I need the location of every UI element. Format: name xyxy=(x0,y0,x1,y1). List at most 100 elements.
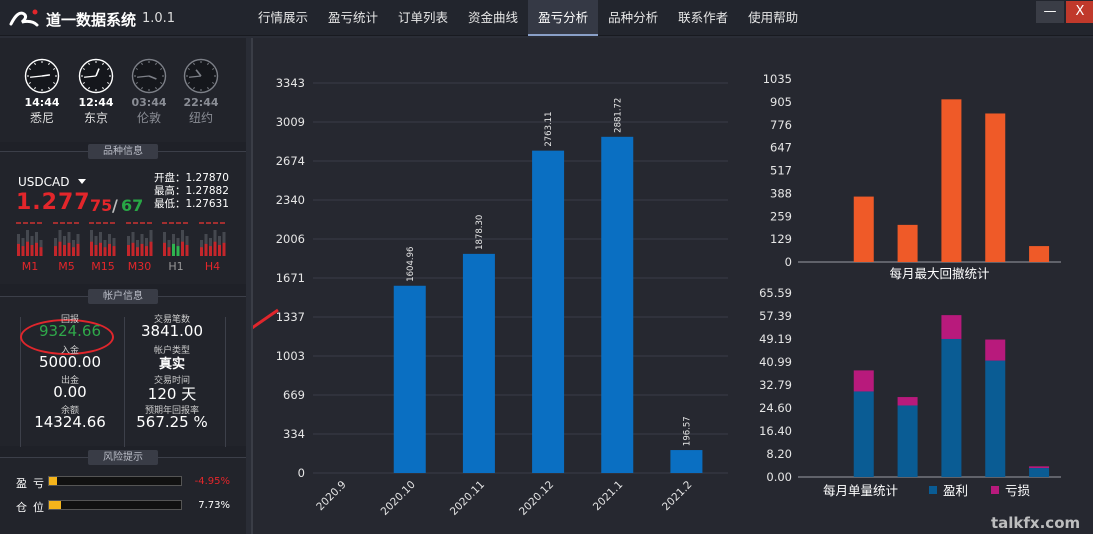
y-tick-label: 24.60 xyxy=(759,401,792,415)
nav-tab-7[interactable]: 使用帮助 xyxy=(748,10,799,25)
y-tick-label: 334 xyxy=(283,427,305,441)
position-bar xyxy=(48,500,182,510)
y-tick-label: 8.20 xyxy=(766,447,792,461)
x-tick-label: 2020.12 xyxy=(517,479,556,518)
y-tick-label: 905 xyxy=(770,95,792,109)
timeframe-label: M5 xyxy=(58,260,75,273)
timeframe-label: H1 xyxy=(168,260,184,273)
timeframe-indicator[interactable]: M5 xyxy=(52,222,81,273)
bar xyxy=(897,224,918,262)
app-logo-icon xyxy=(9,9,39,27)
y-tick-label: 1003 xyxy=(276,349,305,363)
y-tick-label: 2674 xyxy=(276,154,305,168)
timeframe-indicator[interactable]: M30 xyxy=(125,222,154,273)
section-title-risk: 风险提示 xyxy=(88,450,158,465)
bar xyxy=(1029,246,1050,262)
nav-tab-2[interactable]: 订单列表 xyxy=(398,10,449,25)
legend-swatch xyxy=(991,486,999,494)
nav-tab-4[interactable]: 盈亏分析 xyxy=(528,0,599,36)
timeframe-indicator[interactable]: H4 xyxy=(198,222,227,273)
bar xyxy=(393,285,426,473)
open-price: 开盘：1.27870 xyxy=(154,172,229,184)
nav-tab-1[interactable]: 盈亏统计 xyxy=(328,10,379,25)
charts-svg: 0 334 669 1003 1337 1671 2006 2340 2674 3009 3343 2… xyxy=(201,72,1080,532)
stacked-bar-segment xyxy=(897,405,918,477)
y-tick-label: 388 xyxy=(770,186,792,200)
bar-value-label: 1878.30 xyxy=(475,215,485,250)
timeframe-indicator[interactable]: M15 xyxy=(89,222,117,273)
balance-label: 余额 xyxy=(60,406,79,416)
trades-label: 交易笔数 xyxy=(153,315,190,325)
nav-tab-3[interactable]: 资金曲线 xyxy=(468,10,519,25)
legend-swatch xyxy=(929,486,937,494)
bar xyxy=(853,196,874,262)
clock-time: 22:44 xyxy=(183,96,219,109)
position-label: 仓位 xyxy=(16,501,50,514)
bar xyxy=(670,450,703,473)
timeframe-indicator[interactable]: M1 xyxy=(16,222,44,273)
y-tick-label: 2006 xyxy=(276,232,305,246)
divider xyxy=(124,317,125,447)
world-clock: 03:44 伦敦 xyxy=(129,58,169,126)
symbol-select[interactable]: USDCAD xyxy=(18,175,70,189)
stacked-bar-segment xyxy=(897,397,918,406)
chevron-down-icon[interactable] xyxy=(78,179,86,184)
y-tick-label: 1337 xyxy=(276,310,305,324)
deposit-label: 入金 xyxy=(60,346,79,356)
bar-value-label: 2881.72 xyxy=(613,98,623,133)
y-tick-label: 3009 xyxy=(276,115,305,129)
y-tick-label: 40.99 xyxy=(759,355,792,369)
nav-tab-5[interactable]: 品种分析 xyxy=(608,10,659,25)
y-tick-label: 259 xyxy=(770,209,792,223)
y-tick-label: 3343 xyxy=(276,76,305,90)
stacked-bar-segment xyxy=(853,391,874,477)
clock-time: 12:44 xyxy=(78,96,114,109)
return-value: 9324.66 xyxy=(38,322,102,340)
account-info-section: 帐户信息 回报 9324.66 交易笔数 3841.00 入金 5000.00 … xyxy=(0,289,246,447)
y-tick-label: 57.39 xyxy=(759,309,792,323)
price-slash: / xyxy=(112,196,118,215)
y-tick-label: 1671 xyxy=(276,271,305,285)
position-value: 7.73% xyxy=(198,500,230,511)
bar xyxy=(601,136,634,473)
y-tick-label: 0 xyxy=(785,255,792,269)
chart-title: 每月最大回撤统计 xyxy=(889,266,989,281)
stacked-bar-segment xyxy=(941,315,962,339)
pl-bar-fill xyxy=(49,477,57,485)
world-clock: 22:44 纽约 xyxy=(181,58,221,126)
clock-city: 东京 xyxy=(83,111,108,125)
pl-value: -4.95% xyxy=(194,476,230,487)
close-button[interactable]: X xyxy=(1066,1,1093,23)
y-tick-label: 49.19 xyxy=(759,332,792,346)
y-tick-label: 669 xyxy=(283,388,305,402)
bar-value-label: 196.57 xyxy=(682,416,692,446)
left-panel: 14:44 悉尼 12:44 东京 03:44 伦敦 22:44 纽约 品种信息… xyxy=(0,38,246,534)
annual-return-label: 预期年回报率 xyxy=(144,406,199,416)
timeframe-indicator[interactable]: H1 xyxy=(162,222,190,273)
title-bar: 道一数据系统 1.0.1 行情展示 盈亏统计 订单列表 资金曲线 盈亏分析 品种分析 联系作… xyxy=(0,0,1093,36)
minimize-button[interactable]: — xyxy=(1036,1,1064,23)
position-bar-fill xyxy=(49,501,62,509)
nav-tab-6[interactable]: 联系作者 xyxy=(678,10,729,25)
account-type-label: 帐户类型 xyxy=(153,346,190,356)
y-tick-label: 0.00 xyxy=(766,470,792,484)
withdraw-label: 出金 xyxy=(60,376,79,386)
bar xyxy=(462,253,495,473)
world-clock: 14:44 悉尼 xyxy=(22,58,62,126)
main-nav: 行情展示 盈亏统计 订单列表 资金曲线 盈亏分析 品种分析 联系作者 使用帮助 xyxy=(248,0,808,36)
low-price: 最低：1.27631 xyxy=(154,198,229,210)
stacked-bar-segment xyxy=(985,360,1006,477)
pl-label: 盈亏 xyxy=(16,477,50,490)
risk-section: 风险提示 盈亏 -4.95% 仓位 7.73% xyxy=(0,450,246,534)
clock-icon xyxy=(131,58,167,94)
x-tick-label: 2020.9 xyxy=(314,479,348,513)
divider xyxy=(225,317,226,447)
high-price: 最高：1.27882 xyxy=(154,185,229,197)
deposit-value: 5000.00 xyxy=(38,353,102,371)
nav-tab-0[interactable]: 行情展示 xyxy=(258,10,309,25)
y-tick-label: 0 xyxy=(298,466,305,480)
world-clock: 12:44 东京 xyxy=(76,58,116,126)
y-tick-label: 129 xyxy=(770,232,792,246)
section-title-symbol: 品种信息 xyxy=(88,144,158,159)
clock-city: 纽约 xyxy=(188,111,213,125)
